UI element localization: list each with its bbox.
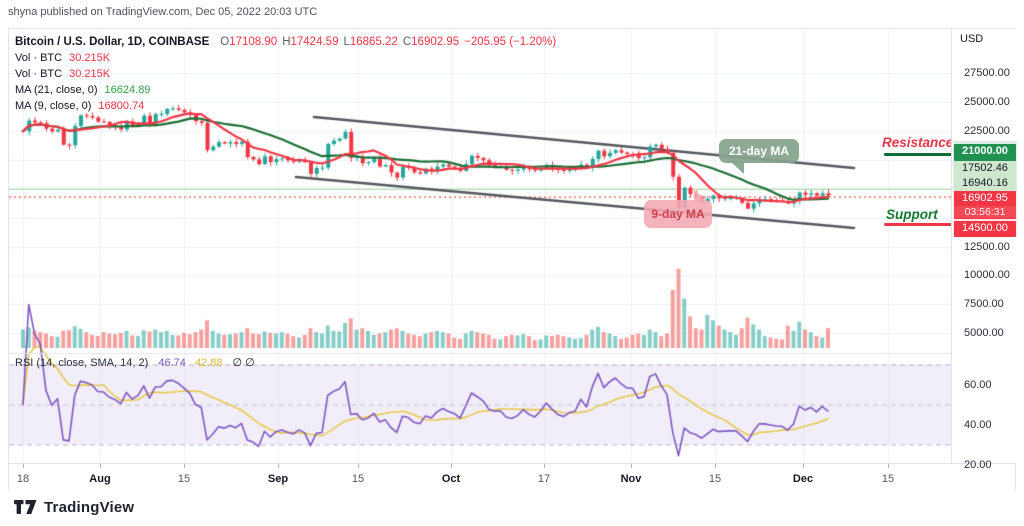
published-note: shyna published on TradingView.com, Dec … (8, 6, 318, 18)
price-tick-label: 5000.00 (964, 327, 1004, 340)
bar-countdown: 03:56:31 (954, 206, 1016, 218)
ohlc-value: 17424.59 (290, 36, 339, 48)
indicator-value: 16800.74 (98, 100, 145, 112)
indicator-row: MA (9, close, 0) 16800.74 (15, 98, 556, 114)
ohlc-value: 16902.95 (411, 36, 460, 48)
rsi-legend-label: RSI (14, close, SMA, 14, 2) (15, 357, 149, 369)
price-tick-label: 22500.00 (964, 124, 1010, 137)
time-tick-label: Aug (89, 473, 111, 485)
indicator-rows: Vol · BTC 30.215K Vol · BTC 30.215K MA (21, … (15, 50, 556, 114)
price-badge: 21000.00 (954, 144, 1016, 161)
time-tick-label: 17 (537, 473, 551, 485)
time-tick-mark (715, 464, 716, 468)
ohlc-readout: O17108.90 H17424.59 L16865.22 C16902.95 (215, 36, 459, 48)
price-badge-value: 16940.16 (962, 177, 1008, 189)
ohlc-key: L (343, 36, 350, 48)
time-tick-label: Sep (267, 473, 289, 485)
time-tick-label: 18 (16, 473, 30, 485)
chart-widget: Bitcoin / U.S. Dollar, 1D, COINBASE O1710… (8, 28, 1017, 491)
price-tick-label: 27500.00 (964, 67, 1010, 79)
symbol-title: Bitcoin / U.S. Dollar, 1D, COINBASE (15, 36, 210, 48)
indicator-label: Vol · BTC (15, 52, 63, 64)
indicator-value: 16624.89 (104, 84, 151, 96)
indicator-label: MA (9, close, 0) (15, 100, 92, 112)
currency-label: USD (960, 33, 984, 45)
ohlc-value: 16865.22 (349, 36, 398, 48)
price-badge-value: 21000.00 (962, 145, 1008, 157)
indicator-row: MA (21, close, 0) 16624.89 (15, 82, 556, 98)
price-badge: 16940.16 (954, 176, 1016, 191)
time-tick-label: 15 (881, 473, 895, 485)
time-tick-label: Oct (441, 473, 461, 485)
time-tick-mark (184, 464, 185, 468)
rsi-value: 46.74 (158, 357, 186, 369)
price-badge-value: 17502.46 (962, 162, 1008, 174)
time-tick-mark (888, 464, 889, 468)
time-axis[interactable]: 18 Aug 15 Sep 15 Oct 17 Nov 15 Dec 15 (9, 463, 1015, 491)
price-badge-value: 14500.00 (962, 222, 1008, 234)
time-tick-mark (100, 464, 101, 468)
time-tick-mark (544, 464, 545, 468)
price-tick-label: 12500.00 (964, 240, 1010, 253)
rsi-sma-value: 42.88 (194, 357, 223, 369)
time-tick-mark (803, 464, 804, 468)
price-badge-value: 16902.95 (962, 192, 1008, 204)
price-tick-label: 10000.00 (964, 269, 1010, 282)
ohlc-key: O (220, 36, 230, 48)
ohlc-key: H (282, 36, 291, 48)
time-tick-label: 15 (177, 473, 191, 485)
ohlc-value: 17108.90 (229, 36, 278, 48)
change-readout: −205.95 (−1.20%) (464, 36, 557, 48)
price-tick-label: 7500.00 (964, 298, 1004, 311)
time-tick-label: 15 (708, 473, 722, 485)
price-chart-canvas[interactable] (9, 29, 951, 463)
time-tick-mark (23, 464, 24, 468)
indicator-label: Vol · BTC (15, 68, 63, 80)
rsi-legend: RSI (14, close, SMA, 14, 2) 46.74 42.88 … (15, 356, 255, 369)
indicator-label: MA (21, close, 0) (15, 84, 98, 96)
time-tick-mark (451, 464, 452, 468)
tradingview-brand-link[interactable]: TradingView (44, 499, 135, 516)
ohlc-key: C (402, 36, 412, 48)
rsi-hidden-values: ∅ ∅ (232, 357, 255, 369)
time-tick-label: 15 (351, 473, 365, 485)
rsi-tick-label: 60.00 (964, 378, 992, 391)
price-tick-label: 25000.00 (964, 95, 1010, 108)
indicator-value: 30.215K (69, 52, 111, 64)
time-tick-mark (631, 464, 632, 468)
time-tick-label: Dec (792, 473, 814, 485)
indicator-row: Vol · BTC 30.215K (15, 66, 556, 82)
price-badge: 14500.00 (954, 221, 1016, 237)
footer-brand: TradingView (14, 499, 134, 516)
tradingview-logo-icon (14, 500, 37, 514)
symbol-legend: Bitcoin / U.S. Dollar, 1D, COINBASE O1710… (15, 34, 556, 114)
rsi-tick-label: 20.00 (964, 458, 992, 471)
price-badge: 17502.46 (954, 161, 1016, 176)
price-axis[interactable]: USD 27500.00 25000.00 22500.00 12500.00 1000… (951, 29, 1017, 471)
indicator-value: 30.215K (69, 68, 111, 80)
time-tick-mark (278, 464, 279, 468)
symbol-title-row: Bitcoin / U.S. Dollar, 1D, COINBASE O1710… (15, 34, 556, 50)
time-tick-label: Nov (620, 473, 642, 485)
time-tick-mark (358, 464, 359, 468)
rsi-tick-label: 40.00 (964, 418, 992, 431)
price-badge: 16902.95 03:56:31 (954, 191, 1016, 219)
indicator-row: Vol · BTC 30.215K (15, 50, 556, 66)
